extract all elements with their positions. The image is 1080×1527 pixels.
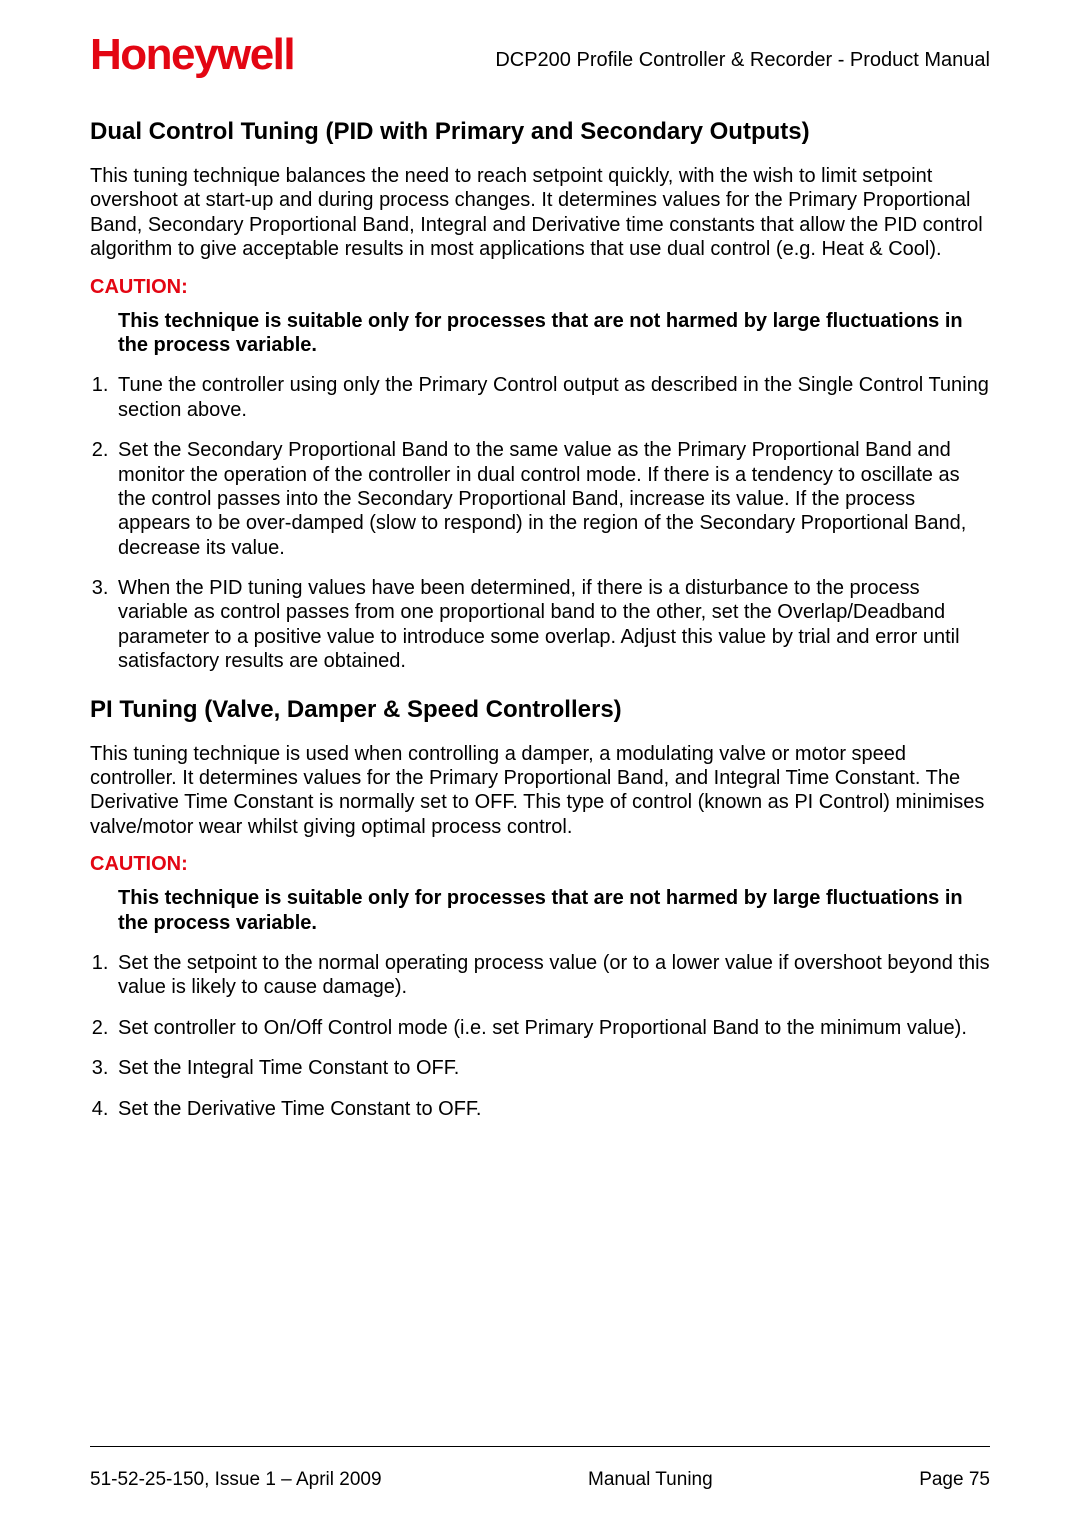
- list-item: Set the setpoint to the normal operating…: [114, 951, 990, 1000]
- list-item: Set the Integral Time Constant to OFF.: [114, 1056, 990, 1080]
- section1-steps-list: Tune the controller using only the Prima…: [90, 373, 990, 673]
- section1-caution-text: This technique is suitable only for proc…: [118, 309, 990, 358]
- footer-rule: [90, 1446, 990, 1447]
- section2-steps-list: Set the setpoint to the normal operating…: [90, 951, 990, 1121]
- document-title: DCP200 Profile Controller & Recorder - P…: [495, 49, 990, 72]
- footer-right: Page 75: [919, 1469, 990, 1491]
- document-page: Honeywell DCP200 Profile Controller & Re…: [0, 0, 1080, 1527]
- section1-caution-label: CAUTION:: [90, 276, 990, 299]
- section2-caution-text: This technique is suitable only for proc…: [118, 886, 990, 935]
- page-footer: 51-52-25-150, Issue 1 – April 2009 Manua…: [90, 1446, 990, 1491]
- list-item: Set the Secondary Proportional Band to t…: [114, 438, 990, 560]
- footer-row: 51-52-25-150, Issue 1 – April 2009 Manua…: [90, 1469, 990, 1491]
- list-item: Tune the controller using only the Prima…: [114, 373, 990, 422]
- footer-left: 51-52-25-150, Issue 1 – April 2009: [90, 1469, 382, 1491]
- list-item: Set controller to On/Off Control mode (i…: [114, 1016, 990, 1040]
- section1-intro: This tuning technique balances the need …: [90, 164, 990, 262]
- footer-center: Manual Tuning: [588, 1469, 713, 1491]
- section1-heading: Dual Control Tuning (PID with Primary an…: [90, 118, 990, 146]
- page-header: Honeywell DCP200 Profile Controller & Re…: [90, 30, 990, 80]
- section2-heading: PI Tuning (Valve, Damper & Speed Control…: [90, 696, 990, 724]
- section2-caution-label: CAUTION:: [90, 853, 990, 876]
- brand-logo: Honeywell: [90, 30, 294, 80]
- list-item: Set the Derivative Time Constant to OFF.: [114, 1097, 990, 1121]
- section2-intro: This tuning technique is used when contr…: [90, 742, 990, 840]
- list-item: When the PID tuning values have been det…: [114, 576, 990, 674]
